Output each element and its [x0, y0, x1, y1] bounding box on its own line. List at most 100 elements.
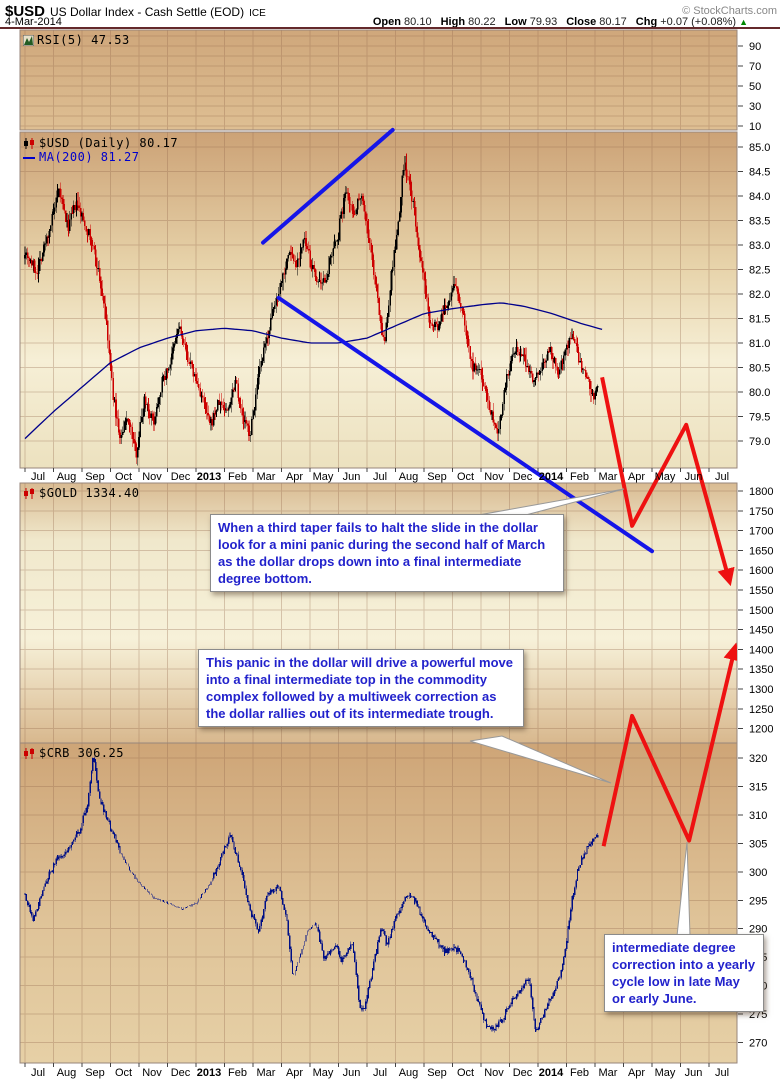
svg-text:79.5: 79.5 — [749, 412, 770, 424]
svg-text:Aug: Aug — [57, 471, 77, 483]
svg-text:1400: 1400 — [749, 644, 773, 656]
quote-date: 4-Mar-2014 — [5, 16, 62, 28]
svg-text:84.0: 84.0 — [749, 191, 770, 203]
annotation-overlay — [261, 127, 737, 847]
trendline-declining-resistance — [276, 295, 654, 554]
svg-text:Mar: Mar — [257, 471, 276, 483]
svg-text:May: May — [655, 471, 676, 483]
svg-text:Jun: Jun — [343, 1067, 361, 1079]
svg-text:30: 30 — [749, 101, 761, 113]
svg-text:Mar: Mar — [599, 471, 618, 483]
svg-text:May: May — [313, 471, 334, 483]
svg-text:May: May — [313, 1067, 334, 1079]
crb-bars — [24, 756, 599, 1033]
svg-text:1700: 1700 — [749, 526, 773, 538]
svg-text:1550: 1550 — [749, 585, 773, 597]
svg-text:70: 70 — [749, 61, 761, 73]
quote-bar: Open 80.10 High 80.22 Low 79.93 Close 80.17… — [372, 16, 748, 28]
rsi-indicator-icon — [23, 34, 34, 46]
svg-text:Mar: Mar — [599, 1067, 618, 1079]
svg-text:Jun: Jun — [685, 1067, 703, 1079]
svg-text:2014: 2014 — [539, 471, 564, 483]
y-axis-labels: 90 70 50 30 10 85.0 84.5 84.0 83.5 83.0 82.5 82.0 81… — [738, 41, 773, 1050]
callout-tails — [469, 488, 691, 937]
change-up-icon: ▲ — [739, 17, 748, 27]
svg-text:79.0: 79.0 — [749, 436, 770, 448]
svg-text:300: 300 — [749, 867, 767, 879]
svg-text:81.0: 81.0 — [749, 338, 770, 350]
svg-text:Jul: Jul — [715, 1067, 729, 1079]
svg-text:Nov: Nov — [142, 471, 162, 483]
svg-text:2013: 2013 — [197, 471, 221, 483]
svg-text:Dec: Dec — [171, 471, 191, 483]
svg-text:1200: 1200 — [749, 724, 773, 736]
annotation-box-taper: When a third taper fails to halt the sli… — [210, 514, 564, 592]
svg-text:Jun: Jun — [343, 471, 361, 483]
exchange-label: ICE — [249, 8, 266, 19]
usd-label: $USD (Daily) 80.17 — [39, 136, 179, 150]
crb-label: $CRB 306.25 — [39, 746, 124, 760]
svg-text:Aug: Aug — [399, 471, 419, 483]
svg-text:270: 270 — [749, 1038, 767, 1050]
svg-text:82.5: 82.5 — [749, 265, 770, 277]
svg-text:1500: 1500 — [749, 605, 773, 617]
svg-text:315: 315 — [749, 781, 767, 793]
ma200-line — [24, 302, 603, 440]
svg-text:Apr: Apr — [286, 471, 303, 483]
svg-text:310: 310 — [749, 810, 767, 822]
svg-text:1750: 1750 — [749, 506, 773, 518]
candlestick-icon — [24, 487, 34, 499]
svg-text:80.0: 80.0 — [749, 387, 770, 399]
usd-legend: $USD (Daily) 80.17 — [23, 136, 178, 150]
annotation-box-correction: intermediate degree correction into a ye… — [604, 934, 764, 1012]
svg-text:Nov: Nov — [142, 1067, 162, 1079]
svg-text:83.0: 83.0 — [749, 240, 770, 252]
svg-text:Aug: Aug — [399, 1067, 419, 1079]
svg-text:Apr: Apr — [628, 1067, 645, 1079]
svg-text:May: May — [655, 1067, 676, 1079]
svg-text:Apr: Apr — [628, 471, 645, 483]
svg-text:Nov: Nov — [484, 471, 504, 483]
svg-text:Nov: Nov — [484, 1067, 504, 1079]
ma-label: MA(200) 81.27 — [39, 150, 140, 164]
svg-text:Feb: Feb — [228, 1067, 247, 1079]
svg-text:Feb: Feb — [570, 1067, 589, 1079]
projection-commodity-rally-path — [601, 642, 737, 847]
svg-text:Jul: Jul — [373, 1067, 387, 1079]
gold-label: $GOLD 1334.40 — [39, 486, 140, 500]
svg-text:1450: 1450 — [749, 625, 773, 637]
svg-text:90: 90 — [749, 41, 761, 53]
svg-text:Sep: Sep — [85, 471, 105, 483]
svg-text:1800: 1800 — [749, 486, 773, 498]
svg-text:81.5: 81.5 — [749, 314, 770, 326]
chart-title: US Dollar Index - Cash Settle (EOD) — [50, 5, 245, 19]
svg-text:Aug: Aug — [57, 1067, 77, 1079]
svg-text:Sep: Sep — [427, 471, 447, 483]
svg-text:Jul: Jul — [31, 471, 45, 483]
ma-line-icon — [23, 156, 35, 159]
trendline-rising-support — [261, 127, 395, 245]
svg-text:2013: 2013 — [197, 1067, 221, 1079]
svg-text:Jul: Jul — [715, 471, 729, 483]
svg-text:50: 50 — [749, 81, 761, 93]
candlestick-icon — [24, 137, 34, 149]
rsi-panel — [19, 29, 738, 131]
svg-text:295: 295 — [749, 895, 767, 907]
svg-text:290: 290 — [749, 924, 767, 936]
svg-text:85.0: 85.0 — [749, 142, 770, 154]
svg-text:Dec: Dec — [513, 1067, 533, 1079]
svg-text:Sep: Sep — [85, 1067, 105, 1079]
ma-legend: MA(200) 81.27 — [23, 150, 139, 164]
svg-text:Oct: Oct — [457, 1067, 474, 1079]
projection-dollar-panic-path — [600, 376, 735, 587]
usd-candles — [24, 153, 599, 466]
x-axis-labels: Jul Aug Sep Oct Nov Dec 2013 Feb Mar Apr May Jun Jul… — [24, 468, 729, 1079]
symbol: $USD — [5, 3, 46, 20]
svg-text:Oct: Oct — [115, 471, 132, 483]
svg-text:Mar: Mar — [257, 1067, 276, 1079]
svg-text:Jul: Jul — [31, 1067, 45, 1079]
svg-text:Oct: Oct — [457, 471, 474, 483]
svg-text:Dec: Dec — [171, 1067, 191, 1079]
candlestick-icon — [24, 747, 34, 759]
